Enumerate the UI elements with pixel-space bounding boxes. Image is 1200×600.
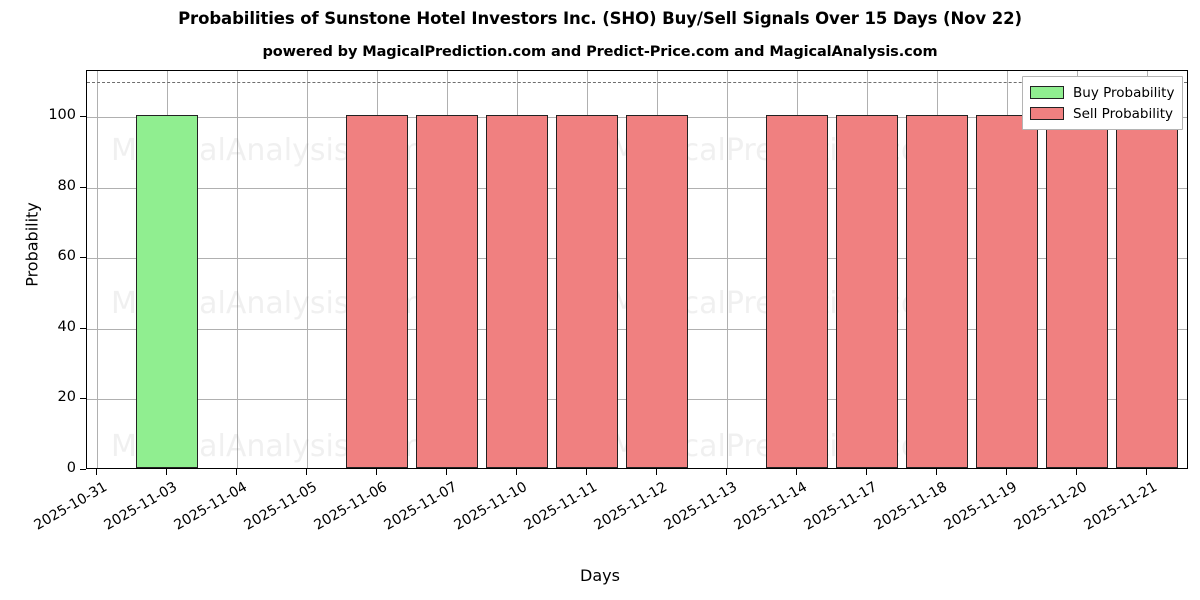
gridline-vertical bbox=[237, 71, 238, 468]
x-tick-label: 2025-11-10 bbox=[451, 479, 530, 534]
sell-swatch-icon bbox=[1030, 107, 1064, 120]
x-tick-label: 2025-11-11 bbox=[521, 479, 600, 534]
threshold-line bbox=[87, 81, 1187, 83]
x-tick-mark bbox=[306, 469, 307, 475]
x-tick-label: 2025-11-05 bbox=[241, 479, 320, 534]
bar bbox=[976, 114, 1038, 468]
y-tick-mark bbox=[80, 327, 86, 329]
x-tick-label: 2025-11-17 bbox=[801, 479, 880, 534]
gridline-vertical bbox=[307, 71, 308, 468]
x-tick-label: 2025-11-03 bbox=[101, 479, 180, 534]
bar bbox=[136, 114, 198, 468]
x-tick-mark bbox=[376, 469, 377, 475]
x-tick-mark bbox=[936, 469, 937, 475]
bar bbox=[836, 114, 898, 468]
y-tick-label: 20 bbox=[57, 389, 76, 406]
x-tick-label: 2025-10-31 bbox=[31, 479, 110, 534]
legend-item-label: Buy Probability bbox=[1073, 84, 1175, 101]
x-tick-mark bbox=[1006, 469, 1007, 475]
x-tick-mark bbox=[516, 469, 517, 475]
x-tick-mark bbox=[446, 469, 447, 475]
y-tick-label: 0 bbox=[66, 460, 76, 476]
x-tick-mark bbox=[1076, 469, 1077, 475]
y-tick-mark bbox=[80, 186, 86, 188]
y-tick-mark bbox=[80, 469, 86, 470]
x-axis-label: Days bbox=[580, 566, 620, 585]
x-tick-label: 2025-11-13 bbox=[661, 479, 740, 534]
x-tick-label: 2025-11-04 bbox=[171, 479, 250, 534]
x-tick-label: 2025-11-12 bbox=[591, 479, 670, 534]
legend-item-label: Sell Probability bbox=[1073, 105, 1174, 122]
x-tick-label: 2025-11-21 bbox=[1081, 479, 1160, 534]
x-tick-mark bbox=[796, 469, 797, 475]
bar bbox=[416, 114, 478, 468]
x-tick-mark bbox=[866, 469, 867, 475]
x-tick-label: 2025-11-06 bbox=[311, 479, 390, 534]
bar bbox=[766, 114, 828, 468]
bar bbox=[626, 114, 688, 468]
x-tick-label: 2025-11-07 bbox=[381, 479, 460, 534]
x-tick-label: 2025-11-19 bbox=[941, 479, 1020, 534]
x-tick-mark bbox=[166, 469, 167, 475]
y-tick-mark bbox=[80, 115, 86, 117]
bar bbox=[906, 114, 968, 468]
y-tick-label: 100 bbox=[48, 106, 76, 123]
y-tick-mark bbox=[80, 398, 86, 400]
page-title: Probabilities of Sunstone Hotel Investor… bbox=[178, 9, 1022, 28]
x-tick-label: 2025-11-18 bbox=[871, 479, 950, 534]
buy-swatch-icon bbox=[1030, 86, 1064, 99]
bar bbox=[1046, 114, 1108, 468]
x-tick-mark bbox=[586, 469, 587, 475]
bar bbox=[346, 114, 408, 468]
x-tick-label: 2025-11-20 bbox=[1011, 479, 1090, 534]
legend-item[interactable]: Buy Probability bbox=[1030, 82, 1174, 103]
bar bbox=[486, 114, 548, 468]
y-axis-label: Probability bbox=[22, 202, 42, 287]
x-tick-mark bbox=[1146, 469, 1147, 475]
bar bbox=[556, 114, 618, 468]
legend-item[interactable]: Sell Probability bbox=[1030, 103, 1174, 124]
x-tick-mark bbox=[656, 469, 657, 475]
x-tick-mark bbox=[236, 469, 237, 475]
chart-legend: Buy Probability Sell Probability bbox=[1022, 76, 1184, 130]
chart-subtitle: powered by MagicalPrediction.com and Pre… bbox=[262, 44, 938, 60]
gridline-vertical bbox=[727, 71, 728, 468]
bar bbox=[1116, 114, 1178, 468]
x-tick-mark bbox=[96, 469, 97, 475]
y-tick-label: 60 bbox=[57, 248, 76, 265]
gridline-vertical bbox=[97, 71, 98, 468]
y-tick-label: 80 bbox=[57, 177, 76, 194]
x-tick-label: 2025-11-14 bbox=[731, 479, 810, 534]
y-tick-mark bbox=[80, 257, 86, 259]
y-tick-label: 40 bbox=[57, 318, 76, 335]
x-tick-mark bbox=[726, 469, 727, 475]
